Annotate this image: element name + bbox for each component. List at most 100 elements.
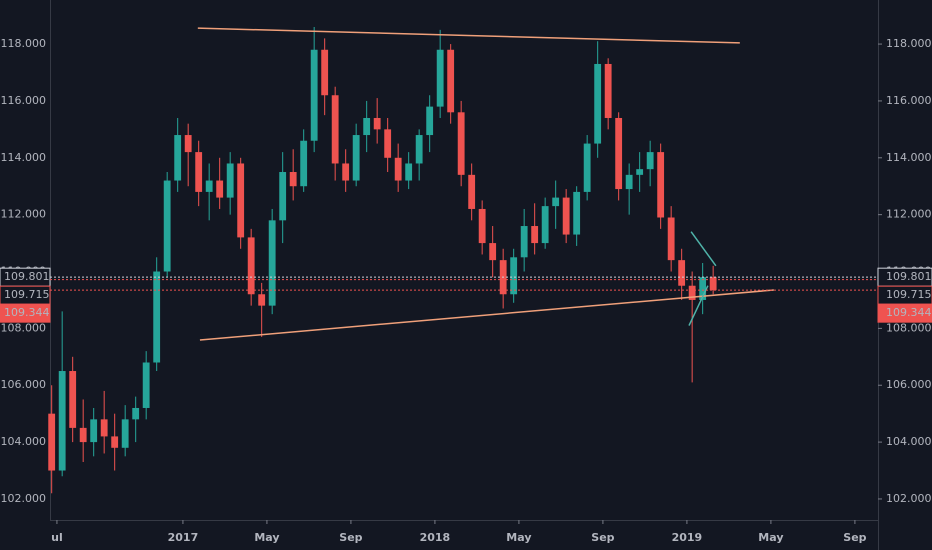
price-label-left: 109.344 (4, 306, 50, 319)
trendline (197, 27, 740, 44)
price-label-left-box (0, 303, 51, 323)
x-tick-label: Sep (591, 531, 614, 544)
trendline (199, 289, 774, 341)
y-tick-label: 118.000 (886, 37, 932, 50)
candle-body (331, 95, 339, 164)
candle-body (552, 197, 560, 207)
candle-body (457, 112, 465, 175)
candle-body (688, 285, 696, 300)
candle-body (111, 436, 119, 448)
candle-body (363, 117, 371, 136)
candle-body (300, 140, 308, 187)
candle-body (594, 63, 602, 144)
candle-body (699, 277, 707, 300)
y-tick-label: 116.000 (886, 94, 932, 107)
candle-body (153, 271, 161, 363)
candle-body (310, 49, 318, 141)
candle-body (195, 152, 203, 192)
trendline (690, 231, 717, 267)
candle-body (373, 117, 381, 130)
y-tick-label-left: 118.000 (1, 37, 47, 50)
candle-body (646, 152, 654, 170)
candle-body (226, 163, 234, 198)
candle-body (573, 191, 581, 235)
candle-body (625, 174, 633, 190)
x-tick-label: 2019 (672, 531, 703, 544)
candle-body (48, 413, 56, 471)
candle-body (69, 371, 77, 428)
candle-body (174, 135, 182, 181)
candle-body (279, 172, 287, 221)
candle-body (415, 135, 423, 164)
candle-body (478, 208, 486, 244)
candle-body (520, 226, 528, 258)
candle-body (468, 174, 476, 209)
candle-body (216, 180, 224, 198)
price-label: 109.715 (886, 288, 932, 301)
y-tick-label: 104.000 (886, 435, 932, 448)
trendline (688, 285, 709, 326)
price-label: 109.801 (886, 270, 932, 283)
candle-body (394, 157, 402, 181)
candle-body (289, 172, 297, 187)
candle-body (531, 226, 539, 244)
y-tick-label-left: 114.000 (1, 151, 47, 164)
candle-body (121, 419, 129, 448)
x-tick-label: ul (51, 531, 63, 544)
candle-body (562, 197, 570, 235)
candle-body (132, 407, 140, 420)
candle-body (541, 206, 549, 244)
price-label-left: 109.715 (4, 288, 50, 301)
candle-body (489, 243, 497, 261)
y-tick-label-left: 102.000 (1, 492, 47, 505)
y-tick-label: 108.000 (886, 321, 932, 334)
candle-body (405, 163, 413, 181)
candle-body (100, 419, 108, 437)
y-tick-label-left: 116.000 (1, 94, 47, 107)
candle-body (321, 49, 329, 96)
candle-body (636, 169, 644, 175)
y-tick-label: 106.000 (886, 378, 932, 391)
y-tick-label: 112.000 (886, 208, 932, 221)
candle-body (205, 180, 213, 192)
candle-body (58, 371, 66, 471)
candle-body (163, 180, 171, 272)
candle-body (384, 129, 392, 158)
x-tick-label: May (254, 531, 279, 544)
x-tick-label: Sep (843, 531, 866, 544)
candle-body (79, 427, 87, 443)
candle-body (142, 362, 150, 408)
y-tick-label-left: 106.000 (1, 378, 47, 391)
candle-body (184, 135, 192, 153)
candle-body (583, 143, 591, 192)
candle-body (604, 63, 612, 118)
y-tick-label: 102.000 (886, 492, 932, 505)
candle-body (258, 294, 266, 306)
candle-body (237, 163, 245, 238)
y-tick-label-left: 108.000 (1, 321, 47, 334)
x-tick-label: 2017 (168, 531, 199, 544)
candle-body (352, 135, 360, 181)
candle-body (657, 152, 665, 218)
x-tick-label: Sep (339, 531, 362, 544)
x-tick-label: May (758, 531, 783, 544)
price-label-left: 109.801 (4, 270, 50, 283)
candle-body (678, 260, 686, 286)
y-tick-label: 114.000 (886, 151, 932, 164)
price-label-box (877, 303, 932, 323)
candle-body (342, 163, 350, 181)
candle-body (436, 49, 444, 107)
candle-body (510, 257, 518, 295)
candle-body (447, 49, 455, 113)
candle-body (426, 106, 434, 136)
x-tick-label: 2018 (420, 531, 451, 544)
candle-body (268, 220, 276, 306)
candle-body (615, 117, 623, 190)
y-tick-label-left: 112.000 (1, 208, 47, 221)
candle-body (709, 277, 717, 291)
candle-body (247, 237, 255, 295)
y-tick-label-left: 104.000 (1, 435, 47, 448)
candle-body (90, 419, 98, 443)
